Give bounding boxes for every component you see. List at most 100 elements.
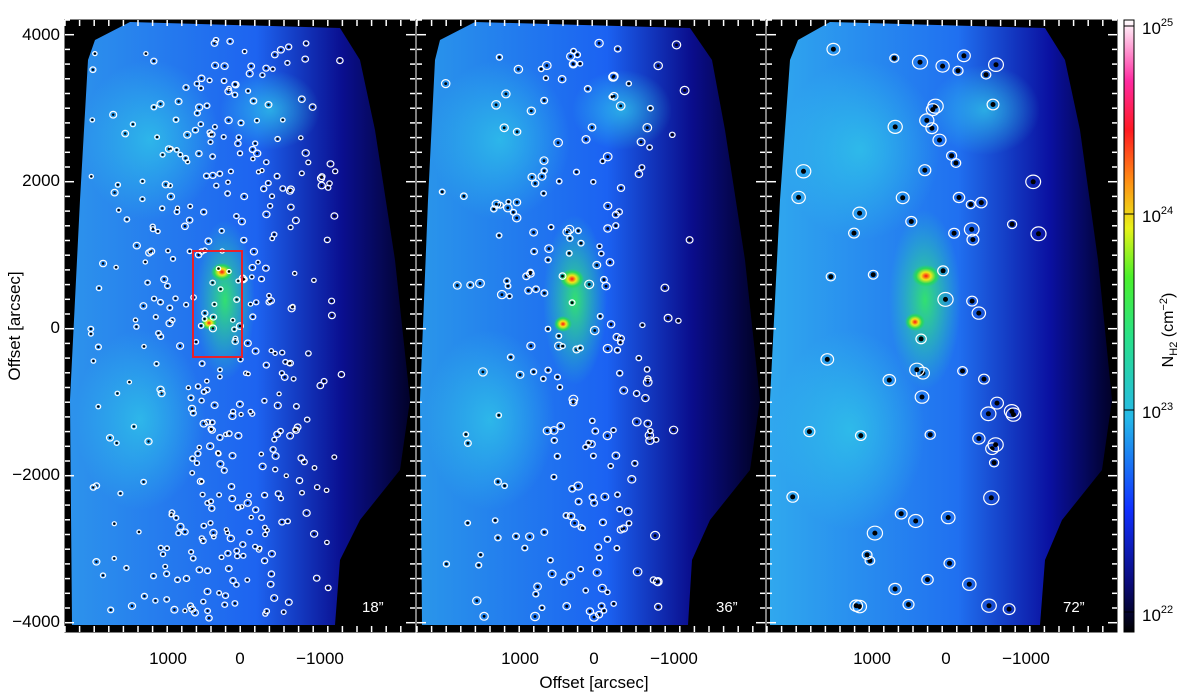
source-contours-72 <box>786 42 1047 616</box>
source-contour <box>234 504 242 511</box>
source-core <box>299 136 302 139</box>
source-core <box>514 534 518 538</box>
source-contour <box>921 573 934 586</box>
source-core <box>187 386 190 389</box>
source-contour <box>612 332 622 342</box>
source-core <box>949 153 955 159</box>
source-contour <box>532 590 540 598</box>
source-core <box>327 586 330 590</box>
source-contour <box>191 126 200 134</box>
source-contour <box>208 171 217 179</box>
source-contour <box>199 208 208 216</box>
source-core <box>155 362 158 365</box>
source-core <box>466 441 470 445</box>
source-contour <box>189 455 196 462</box>
source-core <box>270 572 273 576</box>
source-core <box>189 550 193 554</box>
source-core <box>851 230 857 236</box>
source-contour <box>154 134 161 140</box>
source-core <box>217 493 221 497</box>
source-core <box>168 322 171 325</box>
source-core <box>599 252 603 256</box>
source-contour <box>495 412 503 419</box>
colorbar-title: NH2 (cm−2) <box>1158 293 1180 368</box>
source-core <box>257 170 260 174</box>
source-contour <box>199 491 206 498</box>
source-core <box>141 180 144 183</box>
source-core <box>234 340 237 343</box>
source-core <box>260 277 263 281</box>
source-contour <box>316 381 325 390</box>
source-core <box>517 67 520 71</box>
source-core <box>125 566 128 570</box>
source-contour <box>159 151 166 158</box>
source-core <box>598 244 601 248</box>
source-core <box>518 373 522 377</box>
source-core <box>1030 179 1036 185</box>
source-contour <box>278 518 286 526</box>
source-core <box>444 82 448 85</box>
source-core <box>561 344 565 348</box>
source-core <box>130 604 134 608</box>
source-core <box>291 305 294 308</box>
source-contour <box>194 450 202 457</box>
source-core <box>89 327 93 331</box>
source-contour <box>182 154 190 162</box>
source-contour <box>189 555 197 562</box>
source-contour <box>271 436 278 443</box>
source-core <box>906 602 911 607</box>
source-core <box>163 278 166 281</box>
source-core <box>619 186 623 190</box>
source-core <box>951 230 957 236</box>
source-contour <box>279 349 286 356</box>
source-contour <box>163 570 171 578</box>
source-core <box>146 281 149 284</box>
source-core <box>258 547 261 550</box>
source-core <box>481 370 485 374</box>
source-core <box>286 520 289 523</box>
source-core <box>547 247 551 251</box>
source-core <box>940 63 946 69</box>
colorbar-tick: 1023 <box>1142 401 1173 422</box>
source-core <box>552 429 556 432</box>
source-contour <box>989 396 1004 410</box>
source-core <box>1009 221 1015 227</box>
source-core <box>327 186 330 189</box>
source-contour <box>224 87 233 96</box>
source-core <box>246 342 249 345</box>
source-core <box>545 64 549 67</box>
source-core <box>586 87 590 91</box>
source-core <box>101 262 105 265</box>
source-core <box>609 322 613 326</box>
source-contour <box>564 224 575 235</box>
source-core <box>828 274 834 280</box>
source-contour <box>625 520 633 527</box>
source-contour <box>506 353 515 361</box>
source-core <box>542 99 546 102</box>
source-contour <box>297 454 306 462</box>
source-core <box>806 429 812 435</box>
source-contour <box>152 597 159 604</box>
source-core <box>983 72 989 78</box>
source-core <box>593 329 597 332</box>
source-core <box>93 52 97 55</box>
source-contour <box>594 543 603 551</box>
source-contour <box>87 331 94 337</box>
source-core <box>273 233 276 236</box>
source-core <box>225 528 228 531</box>
source-contour <box>597 583 607 593</box>
source-core <box>206 609 209 613</box>
source-core <box>892 124 898 130</box>
source-core <box>260 169 264 172</box>
source-core <box>545 429 549 433</box>
source-contour <box>646 427 654 435</box>
source-core <box>637 172 641 176</box>
source-core <box>239 358 242 361</box>
source-contour <box>216 170 224 177</box>
source-contour <box>185 216 194 224</box>
source-core <box>969 298 975 304</box>
source-contour <box>596 243 603 250</box>
source-core <box>568 237 572 240</box>
source-contour <box>558 272 567 280</box>
source-core <box>644 396 647 400</box>
